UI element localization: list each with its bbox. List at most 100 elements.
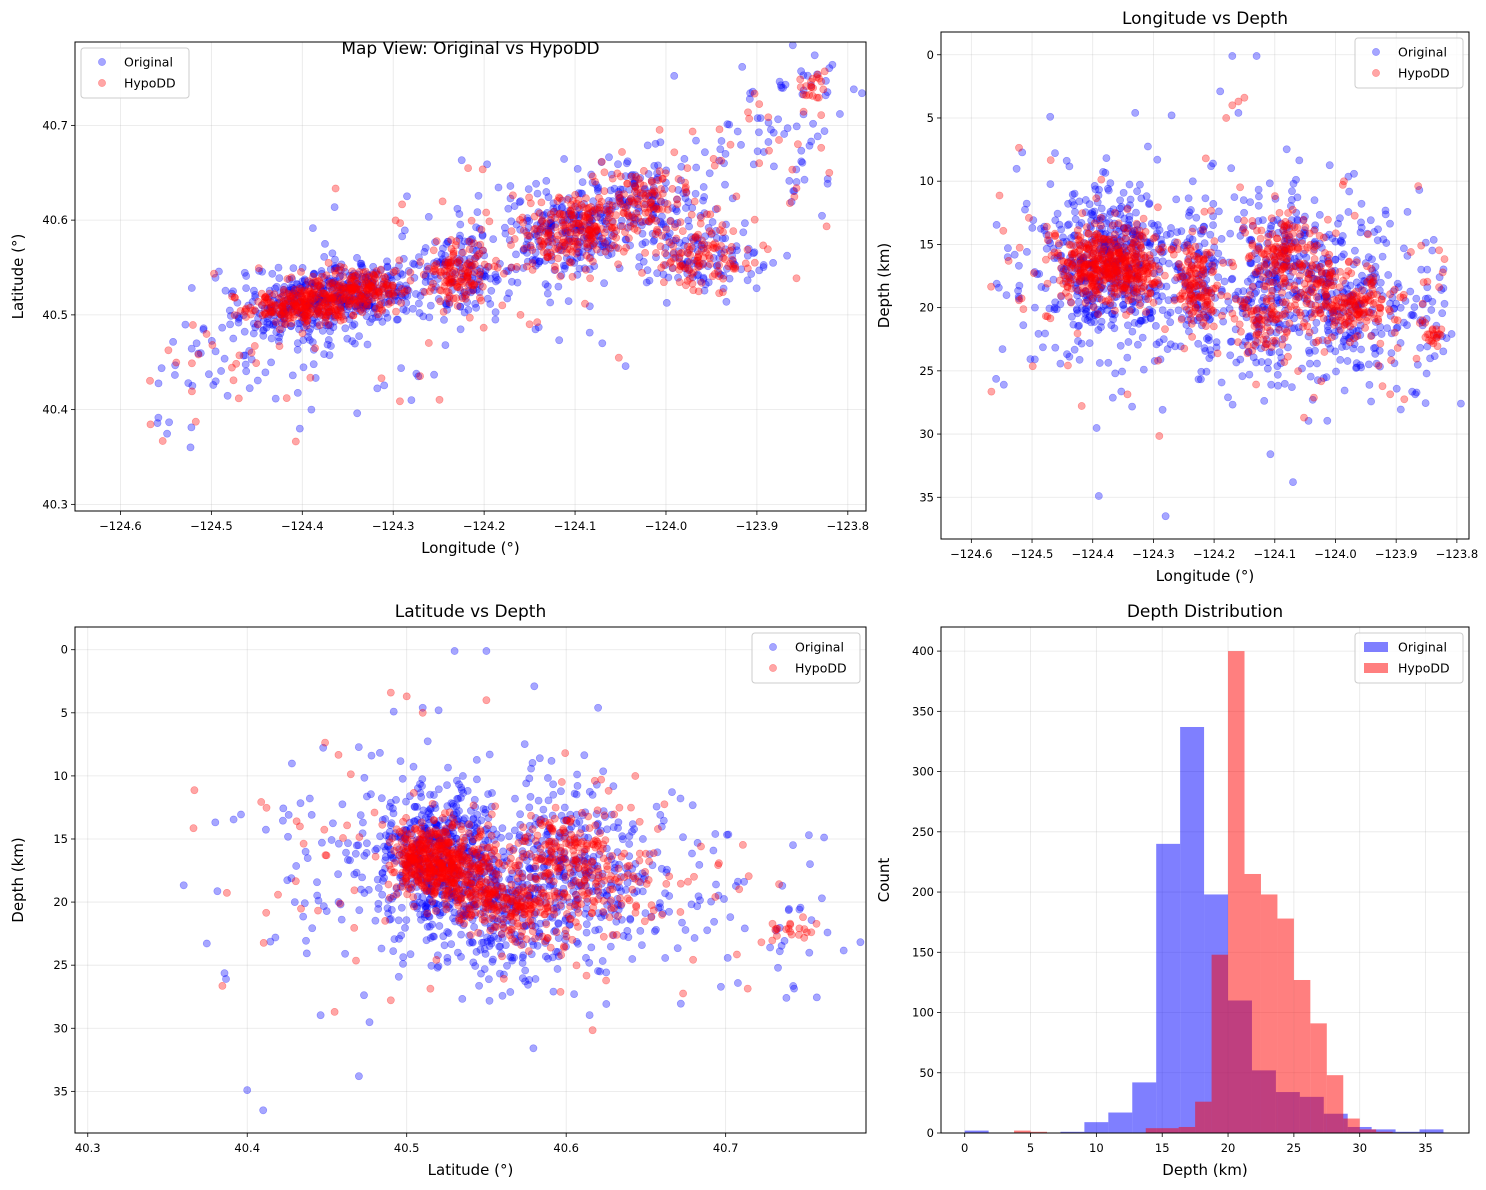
scatter-point-original xyxy=(313,322,322,331)
scatter-point-hypodd xyxy=(516,310,525,319)
scatter-point-original xyxy=(333,297,342,306)
scatter-point-hypodd xyxy=(369,287,378,296)
scatter-point-original xyxy=(366,318,374,327)
scatter-point-original xyxy=(367,751,376,760)
scatter-point-hypodd xyxy=(1222,114,1231,122)
scatter-point-original xyxy=(211,347,220,356)
scatter-point-hypodd xyxy=(1364,230,1372,239)
scatter-point-original xyxy=(1041,329,1049,338)
scatter-point-hypodd xyxy=(656,197,665,205)
scatter-point-original xyxy=(467,277,475,286)
scatter-point-original xyxy=(1230,193,1239,201)
scatter-point-hypodd xyxy=(1234,338,1242,346)
scatter-point-original xyxy=(271,304,280,313)
scatter-point-original xyxy=(204,370,213,379)
scatter-point-hypodd xyxy=(1296,271,1304,280)
scatter-point-original xyxy=(1306,372,1315,381)
scatter-point-hypodd xyxy=(1393,316,1402,325)
scatter-point-original xyxy=(467,235,475,244)
scatter-point-hypodd xyxy=(719,274,727,283)
scatter-point-original xyxy=(1031,303,1039,312)
scatter-point-original xyxy=(241,360,250,369)
scatter-point-hypodd xyxy=(718,288,727,297)
scatter-point-original xyxy=(334,289,343,298)
scatter-point-hypodd xyxy=(697,213,705,222)
scatter-point-original xyxy=(392,288,401,296)
scatter-point-original xyxy=(489,235,498,243)
scatter-point-original xyxy=(1053,209,1062,218)
scatter-point-original xyxy=(478,246,487,255)
scatter-point-hypodd xyxy=(1285,319,1294,328)
scatter-point-hypodd xyxy=(376,297,385,306)
scatter-point-hypodd xyxy=(1252,380,1260,389)
scatter-point-hypodd xyxy=(606,206,615,215)
scatter-point-original xyxy=(1158,405,1167,414)
scatter-point-hypodd xyxy=(1154,245,1163,253)
scatter-point-hypodd xyxy=(528,265,537,274)
scatter-point-original xyxy=(431,238,439,247)
scatter-point-hypodd xyxy=(424,264,433,273)
scatter-point-original xyxy=(1015,281,1024,290)
scatter-point-original xyxy=(389,283,398,292)
legend-marker-hypodd xyxy=(98,79,106,87)
scatter-point-original xyxy=(1136,180,1144,189)
scatter-point-hypodd xyxy=(254,297,263,306)
scatter-point-original xyxy=(1337,236,1345,245)
scatter-point-original xyxy=(217,367,225,375)
scatter-point-hypodd xyxy=(583,240,592,249)
scatter-point-hypodd xyxy=(1269,278,1278,287)
scatter-point-hypodd xyxy=(146,420,155,429)
scatter-point-original xyxy=(460,288,468,297)
scatter-point-original xyxy=(315,303,324,312)
scatter-point-original xyxy=(1315,210,1324,219)
scatter-point-hypodd xyxy=(615,197,624,205)
x-tick-label: −124.5 xyxy=(1011,547,1054,561)
scatter-point-original xyxy=(266,303,275,311)
scatter-point-hypodd xyxy=(1256,234,1265,243)
scatter-point-original xyxy=(672,207,681,216)
scatter-point-original xyxy=(1284,291,1293,300)
scatter-point-hypodd xyxy=(470,260,479,269)
scatter-point-original xyxy=(430,370,438,379)
scatter-point-hypodd xyxy=(1324,259,1333,268)
scatter-point-hypodd xyxy=(732,192,741,201)
scatter-point-hypodd xyxy=(802,82,810,90)
scatter-point-hypodd xyxy=(1235,320,1244,329)
scatter-point-hypodd xyxy=(775,136,783,144)
scatter-point-original xyxy=(369,262,378,271)
scatter-point-hypodd xyxy=(298,329,307,338)
scatter-point-hypodd xyxy=(451,241,460,250)
scatter-point-original xyxy=(1108,393,1117,402)
scatter-point-original xyxy=(481,266,490,275)
scatter-point-original xyxy=(738,63,747,71)
scatter-point-original xyxy=(332,264,341,273)
scatter-point-original xyxy=(480,251,489,260)
scatter-point-hypodd xyxy=(304,277,312,286)
scatter-point-original xyxy=(350,292,359,301)
scatter-point-original xyxy=(350,320,359,329)
scatter-point-hypodd xyxy=(1264,239,1273,247)
scatter-point-original xyxy=(383,286,392,295)
scatter-point-hypodd xyxy=(569,214,578,223)
scatter-point-hypodd xyxy=(324,258,333,267)
scatter-point-hypodd xyxy=(1025,213,1033,222)
scatter-point-hypodd xyxy=(650,186,658,194)
scatter-point-original xyxy=(438,260,447,269)
scatter-point-hypodd xyxy=(1440,255,1449,263)
scatter-point-hypodd xyxy=(1100,242,1108,250)
scatter-point-original xyxy=(358,300,367,309)
scatter-point-original xyxy=(325,277,333,286)
scatter-point-hypodd xyxy=(1142,308,1150,316)
scatter-point-hypodd xyxy=(1257,226,1266,235)
scatter-point-original xyxy=(542,176,551,185)
scatter-point-original xyxy=(365,271,373,280)
scatter-point-original xyxy=(1125,215,1134,224)
scatter-point-hypodd xyxy=(537,217,546,226)
scatter-point-original xyxy=(420,247,429,256)
scatter-point-hypodd xyxy=(188,321,197,329)
scatter-point-hypodd xyxy=(485,217,494,226)
scatter-point-hypodd xyxy=(1327,266,1336,275)
scatter-point-original xyxy=(739,228,748,237)
scatter-point-original xyxy=(233,311,241,320)
y-tick-label: 0 xyxy=(927,48,934,62)
